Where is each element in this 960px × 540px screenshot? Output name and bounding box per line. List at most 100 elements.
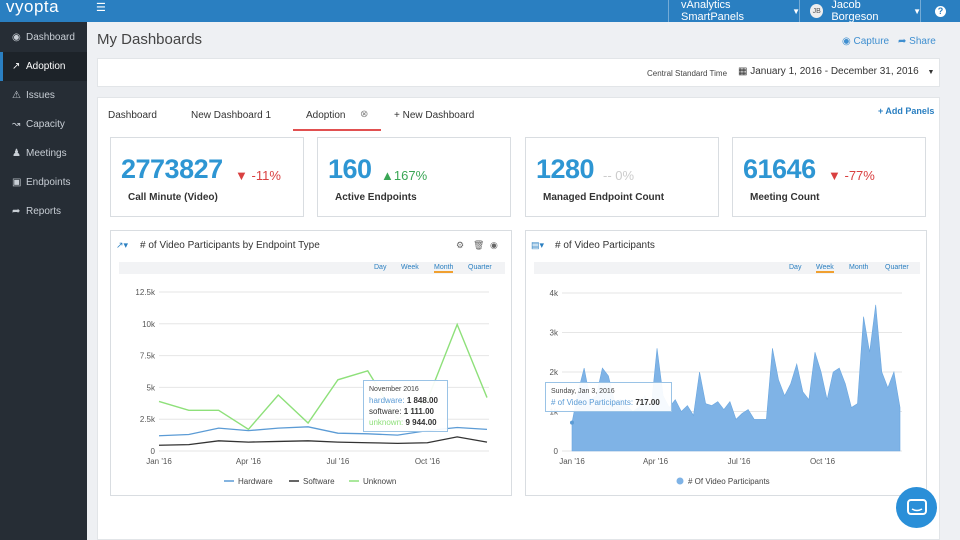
sidebar-item-reports[interactable]: ➦ Reports: [0, 197, 87, 226]
page-title: My Dashboards: [97, 31, 203, 48]
tab-dashboard[interactable]: Dashboard: [108, 110, 157, 121]
camera-icon[interactable]: ◉: [490, 240, 498, 250]
sidebar-item-label: Dashboard: [26, 32, 75, 43]
x-tick-label: Jul '16: [326, 457, 349, 466]
period-quarter[interactable]: Quarter: [468, 264, 492, 271]
kpi-card-call-minutes[interactable]: 2773827 ▼ -11% Call Minute (Video): [110, 137, 304, 217]
legend-label: Unknown: [363, 477, 396, 486]
share-icon: ➦: [898, 36, 907, 47]
menu-toggle-icon[interactable]: ☰: [96, 2, 106, 14]
sidebar-item-label: Reports: [26, 206, 62, 217]
date-range-picker[interactable]: ▦ January 1, 2016 - December 31, 2016 ▼: [738, 66, 934, 77]
legend-label: # Of Video Participants: [688, 477, 770, 486]
kpi-change-value: -77%: [844, 168, 875, 183]
warning-icon: ⚠: [12, 90, 21, 101]
period-day[interactable]: Day: [789, 264, 802, 271]
kpi-card-active-endpoints[interactable]: 160 ▲167% Active Endpoints: [317, 137, 511, 217]
tooltip-label: unknown:: [369, 418, 404, 427]
share-arrow-icon: ➦: [12, 206, 21, 217]
y-tick-label: 2.5k: [140, 415, 156, 424]
area-chart-type-icon[interactable]: ▤▾: [531, 240, 545, 250]
endpoint-icon: ▣: [12, 177, 22, 188]
sidebar-item-endpoints[interactable]: ▣ Endpoints: [0, 168, 87, 197]
chart-title: # of Video Participants by Endpoint Type: [140, 240, 320, 251]
tab-new-dashboard-1[interactable]: New Dashboard 1: [191, 110, 272, 121]
y-tick-label: 7.5k: [140, 352, 156, 361]
y-tick-label: 2k: [550, 368, 559, 377]
kpi-label: Call Minute (Video): [128, 192, 218, 203]
x-tick-label: Apr '16: [236, 457, 262, 466]
calendar-icon: ▦: [738, 66, 748, 77]
period-day[interactable]: Day: [374, 264, 387, 271]
area-chart-icon: ↝: [12, 119, 21, 130]
series-line-software: [158, 436, 488, 446]
period-month[interactable]: Month: [434, 264, 454, 273]
highlight-point: [570, 420, 574, 425]
x-tick-label: Oct '16: [810, 457, 836, 466]
share-button[interactable]: ➦ Share: [898, 36, 936, 47]
chat-launcher-button[interactable]: [896, 487, 937, 528]
sidebar-item-adoption[interactable]: ↗ Adoption: [0, 52, 87, 81]
legend-label: Software: [303, 477, 335, 486]
question-icon: ?: [935, 5, 946, 17]
kpi-change: ▼ -11%: [235, 168, 281, 183]
period-month[interactable]: Month: [849, 264, 869, 271]
tooltip-header: Sunday, Jan 3, 2016: [551, 388, 615, 395]
legend-label: Hardware: [238, 477, 273, 486]
tab-add-dashboard[interactable]: + New Dashboard: [394, 110, 475, 121]
sidebar-item-dashboard[interactable]: ◉ Dashboard: [0, 23, 87, 52]
line-chart-type-icon[interactable]: ↗▾: [116, 240, 129, 250]
tooltip-label: hardware:: [369, 396, 405, 405]
add-panels-button[interactable]: + Add Panels: [878, 106, 935, 116]
tab-adoption[interactable]: Adoption: [306, 110, 346, 121]
chart-card-endpoint-type: ↗▾ # of Video Participants by Endpoint T…: [110, 230, 512, 496]
kpi-change: -- 0%: [603, 168, 635, 183]
sidebar: ◉ Dashboard ↗ Adoption ⚠ Issues ↝ Capaci…: [0, 22, 87, 540]
kpi-card-meeting-count[interactable]: 61646 ▼ -77% Meeting Count: [732, 137, 926, 217]
product-switcher[interactable]: vAnalytics SmartPanels ▼: [668, 0, 800, 23]
kpi-label: Managed Endpoint Count: [543, 192, 665, 203]
user-name: Jacob Borgeson: [831, 0, 879, 23]
sidebar-item-label: Issues: [26, 90, 55, 101]
tooltip-value: 1 111.00: [403, 407, 434, 416]
tooltip-value: 717.00: [635, 398, 660, 407]
sidebar-item-label: Meetings: [26, 148, 67, 159]
period-week[interactable]: Week: [816, 264, 834, 273]
capture-button[interactable]: ◉ Capture: [842, 36, 889, 47]
y-tick-label: 0: [151, 447, 156, 456]
trash-icon[interactable]: 🗑: [473, 240, 485, 250]
chevron-down-icon: ▼: [913, 6, 921, 16]
period-quarter[interactable]: Quarter: [885, 264, 909, 271]
gear-icon[interactable]: ⚙: [456, 240, 465, 250]
chart-line-icon: ↗: [12, 61, 21, 72]
close-tab-icon[interactable]: ⊗: [360, 109, 369, 120]
people-icon: ♟: [12, 148, 21, 159]
date-range-value: January 1, 2016 - December 31, 2016: [750, 66, 919, 77]
kpi-label: Active Endpoints: [335, 192, 417, 203]
tooltip-label: software:: [369, 407, 402, 416]
y-tick-label: 1k: [550, 408, 559, 417]
kpi-card-managed-endpoints[interactable]: 1280 -- 0% Managed Endpoint Count: [525, 137, 719, 217]
sidebar-item-meetings[interactable]: ♟ Meetings: [0, 139, 87, 168]
kpi-change-value: -11%: [251, 168, 281, 183]
period-selector: Day Week Month Quarter: [534, 262, 920, 274]
help-button[interactable]: ?: [920, 0, 960, 22]
user-menu[interactable]: JB Jacob Borgeson ▼: [799, 0, 921, 23]
tooltip-row-hardware: hardware: 1 848.00: [369, 395, 442, 406]
chart-title: # of Video Participants: [555, 240, 655, 251]
sidebar-item-capacity[interactable]: ↝ Capacity: [0, 110, 87, 139]
tooltip-row-software: software: 1 111.00: [369, 406, 442, 417]
tooltip-value: 1 848.00: [406, 396, 438, 405]
period-week[interactable]: Week: [401, 264, 419, 271]
tooltip-row-unknown: unknown: 9 944.00: [369, 417, 442, 428]
kpi-change: ▼ -77%: [828, 168, 875, 183]
sidebar-item-issues[interactable]: ⚠ Issues: [0, 81, 87, 110]
capture-label: Capture: [853, 36, 890, 47]
top-bar: vyopta ☰ vAnalytics SmartPanels ▼ JB Jac…: [0, 0, 960, 23]
kpi-value: 2773827: [121, 154, 223, 184]
x-tick-label: Jul '16: [728, 457, 751, 466]
brand-logo[interactable]: vyopta: [6, 0, 60, 16]
kpi-value: 61646: [743, 154, 816, 184]
kpi-label: Meeting Count: [750, 192, 820, 203]
